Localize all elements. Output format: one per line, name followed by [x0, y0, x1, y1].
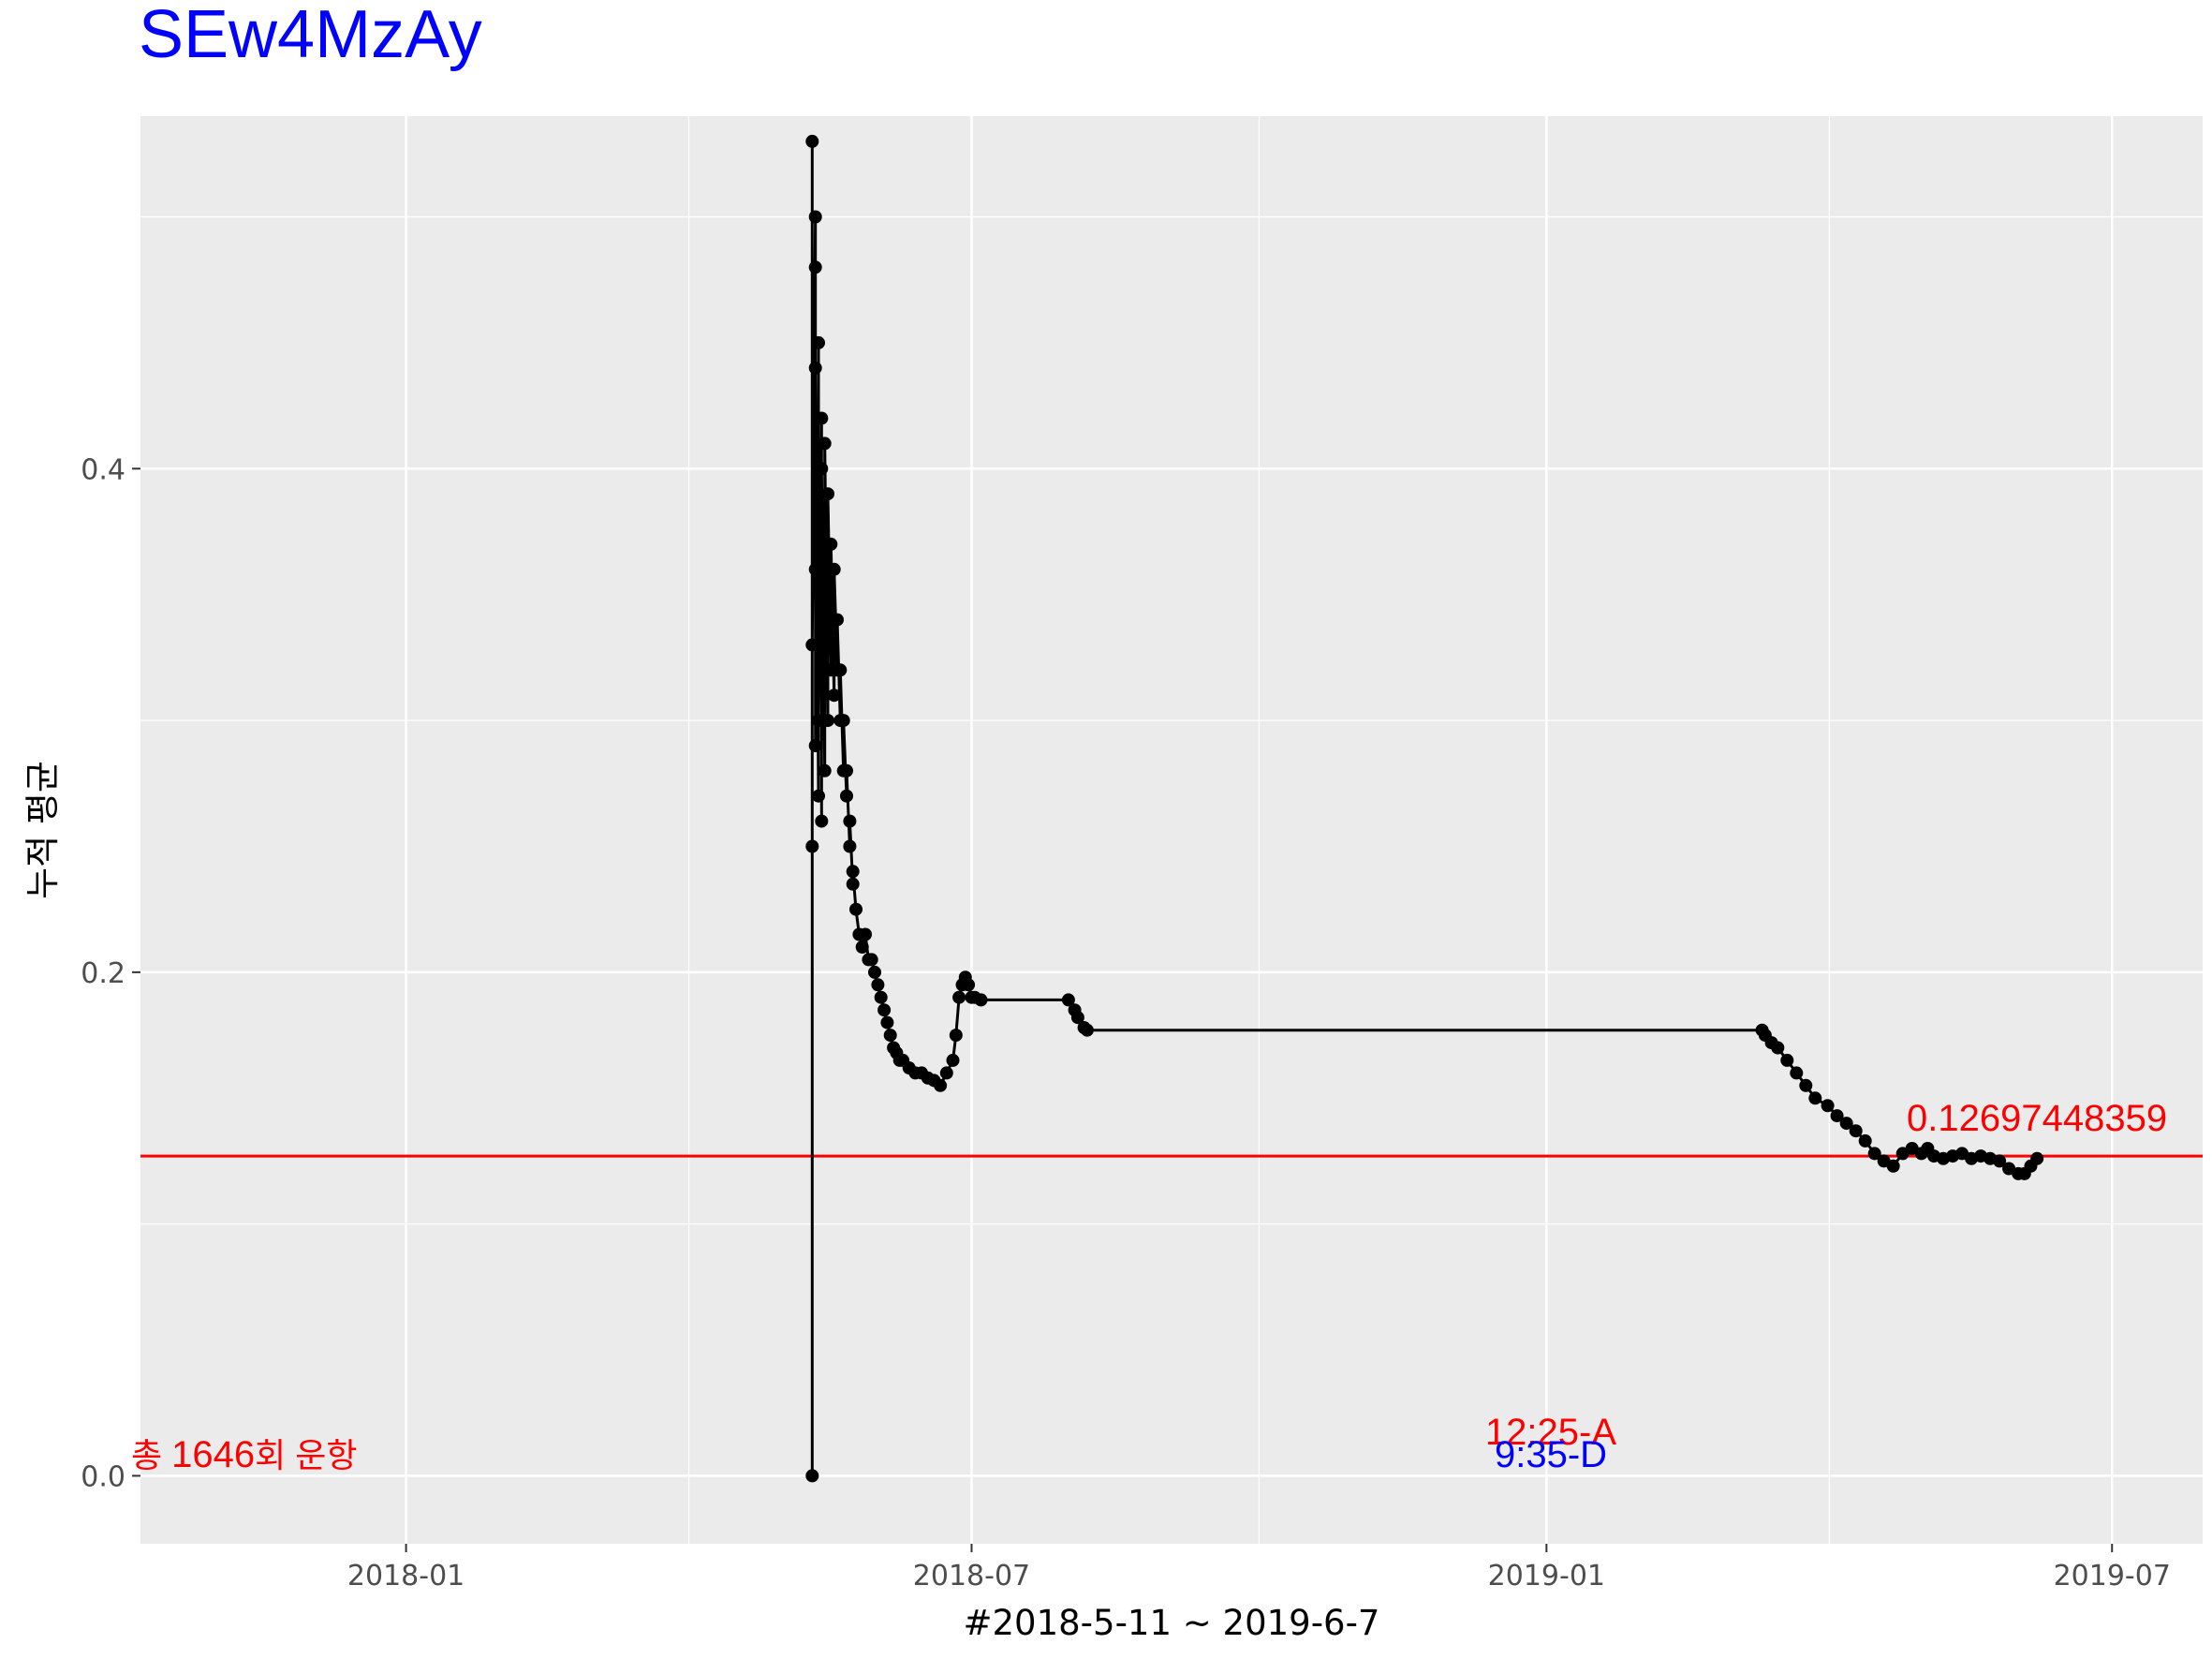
data-point: [1808, 1091, 1822, 1105]
series-points: [805, 134, 2044, 1483]
data-point: [2030, 1151, 2044, 1165]
data-point: [824, 537, 838, 551]
x-axis: 2018-01 2018-07 2019-01 2019-07: [347, 1544, 2171, 1592]
data-point: [1886, 1159, 1900, 1173]
data-point: [1821, 1099, 1835, 1113]
x-tick-label: 2019-01: [1488, 1560, 1605, 1592]
data-point: [821, 714, 834, 728]
data-point: [934, 1078, 948, 1092]
data-point: [1839, 1117, 1853, 1131]
data-point: [840, 763, 853, 778]
departure-time-label: 9:35-D: [1495, 1434, 1607, 1475]
total-count: 1646: [171, 1434, 255, 1475]
data-point: [812, 335, 825, 349]
data-point: [1867, 1147, 1881, 1161]
total-prefix: 총: [131, 1436, 171, 1474]
data-point: [846, 865, 860, 879]
data-point: [1799, 1078, 1813, 1092]
data-point: [827, 689, 841, 703]
data-point: [808, 260, 822, 274]
data-point: [808, 210, 822, 224]
data-point: [843, 814, 857, 828]
data-point: [974, 993, 988, 1007]
data-point: [805, 1469, 819, 1483]
plot-panel: [140, 116, 2203, 1544]
data-point: [883, 1029, 897, 1043]
data-point: [946, 1053, 960, 1067]
data-point: [1061, 993, 1075, 1007]
data-point: [815, 462, 829, 476]
data-point: [1849, 1124, 1863, 1138]
data-point: [864, 953, 878, 967]
data-point: [808, 562, 822, 576]
data-point: [805, 134, 819, 148]
data-point: [1858, 1133, 1872, 1148]
x-tick-label: 2018-01: [347, 1560, 465, 1592]
total-suffix: 회 운항: [255, 1436, 357, 1474]
grid-major: [140, 116, 2203, 1544]
data-point: [1771, 1041, 1785, 1055]
y-tick-label: 0.2: [81, 957, 125, 990]
data-point: [874, 990, 888, 1004]
data-point: [1780, 1053, 1794, 1067]
y-tick-label: 0.0: [81, 1460, 125, 1493]
data-point: [815, 411, 829, 425]
total-flights-label: 총 1646회 운항: [131, 1434, 357, 1475]
data-point: [868, 965, 881, 979]
x-tick-label: 2019-07: [2054, 1560, 2171, 1592]
chart-title: SEw4MzAy: [139, 0, 482, 72]
data-point: [1070, 1011, 1084, 1025]
grid-minor: [140, 116, 2203, 1544]
data-point: [939, 1066, 953, 1080]
y-axis: 0.0 0.2 0.4: [81, 453, 140, 1493]
data-point: [815, 814, 829, 828]
data-point: [836, 714, 850, 728]
data-point: [808, 361, 822, 375]
data-point: [812, 789, 825, 803]
data-point: [962, 978, 976, 992]
data-point: [1080, 1023, 1094, 1037]
data-point: [846, 877, 860, 891]
data-point: [855, 941, 869, 954]
data-point: [1993, 1154, 2007, 1168]
data-point: [880, 1015, 894, 1029]
arrival-time-label: 12:25-A: [1485, 1412, 1616, 1453]
data-point: [831, 613, 844, 627]
y-axis-title: 누적 평균: [22, 761, 63, 899]
data-point: [1790, 1066, 1804, 1080]
data-point: [1830, 1109, 1844, 1123]
data-point: [840, 789, 853, 803]
data-point: [871, 978, 885, 992]
data-point: [821, 487, 834, 501]
y-tick-label: 0.4: [81, 453, 125, 486]
data-point: [843, 839, 857, 853]
data-point: [859, 927, 872, 941]
data-point: [818, 763, 832, 778]
x-tick-label: 2018-07: [913, 1560, 1030, 1592]
data-point: [818, 437, 832, 451]
data-point: [949, 1029, 963, 1043]
data-point: [877, 1003, 892, 1017]
data-point: [952, 990, 966, 1004]
reference-value-label: 0.12697448359: [1907, 1098, 2167, 1139]
data-point: [827, 562, 841, 576]
data-point: [805, 839, 819, 853]
data-point: [812, 714, 825, 728]
data-point: [849, 902, 863, 916]
data-point: [805, 638, 819, 652]
data-point: [833, 663, 848, 677]
x-axis-title: #2018-5-11 ~ 2019-6-7: [964, 1603, 1380, 1643]
data-point: [808, 739, 822, 752]
